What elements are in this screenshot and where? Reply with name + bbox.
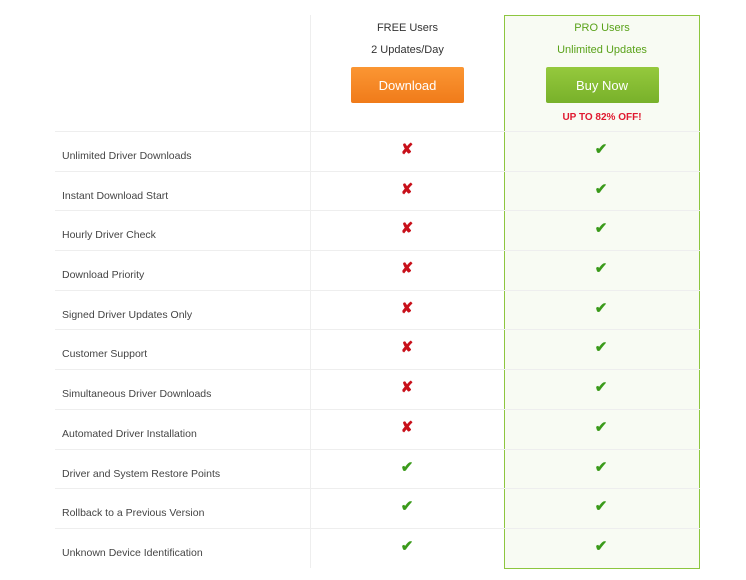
- feature-label: Simultaneous Driver Downloads: [62, 388, 212, 401]
- free-plan-header: FREE Users 2 Updates/Day Download: [311, 15, 504, 131]
- check-icon: ✔: [594, 299, 608, 317]
- feature-row: Driver and System Restore Points ✔ ✔: [55, 448, 700, 489]
- check-icon: ✔: [594, 220, 608, 238]
- check-icon: ✔: [594, 458, 608, 476]
- check-icon: ✔: [594, 537, 608, 555]
- feature-row: Unlimited Driver Downloads ✘ ✔: [55, 131, 700, 171]
- check-icon: ✔: [594, 180, 608, 198]
- feature-row: Instant Download Start ✘ ✔: [55, 170, 700, 211]
- buy-now-button[interactable]: Buy Now: [545, 67, 659, 103]
- feature-row: Automated Driver Installation ✘ ✔: [55, 408, 700, 449]
- pro-plan-subtitle: Unlimited Updates: [557, 44, 647, 56]
- cross-icon: ✘: [400, 220, 414, 238]
- download-button[interactable]: Download: [351, 67, 464, 103]
- feature-row: Unknown Device Identification ✔ ✔: [55, 527, 700, 568]
- feature-label: Rollback to a Previous Version: [62, 507, 205, 520]
- feature-table: Unlimited Driver Downloads ✘ ✔ Instant Down…: [55, 131, 700, 568]
- feature-label: Unknown Device Identification: [62, 546, 203, 559]
- cross-icon: ✘: [400, 299, 414, 317]
- free-plan-title: FREE Users: [376, 22, 439, 34]
- cross-icon: ✘: [400, 180, 414, 198]
- check-icon: ✔: [400, 498, 414, 516]
- feature-label: Unlimited Driver Downloads: [62, 150, 192, 162]
- check-icon: ✔: [400, 458, 414, 476]
- feature-label: Download Priority: [62, 269, 145, 282]
- feature-row: Hourly Driver Check ✘ ✔: [55, 210, 700, 250]
- cross-icon: ✘: [400, 141, 414, 158]
- feature-label: Hourly Driver Check: [62, 229, 156, 242]
- feature-row: Simultaneous Driver Downloads ✘ ✔: [55, 369, 700, 409]
- cross-icon: ✘: [400, 260, 414, 278]
- feature-row: Rollback to a Previous Version ✔ ✔: [55, 488, 700, 528]
- check-icon: ✔: [594, 141, 608, 158]
- feature-label: Signed Driver Updates Only: [62, 308, 193, 321]
- check-icon: ✔: [594, 379, 608, 397]
- check-icon: ✔: [594, 260, 608, 278]
- column-divider: [310, 15, 311, 568]
- check-icon: ✔: [594, 418, 608, 436]
- free-plan-subtitle: 2 Updates/Day: [371, 44, 444, 56]
- feature-label: Automated Driver Installation: [62, 427, 197, 440]
- check-icon: ✔: [400, 537, 414, 555]
- feature-row: Signed Driver Updates Only ✘ ✔: [55, 289, 700, 330]
- pro-column-highlight: [504, 15, 700, 569]
- promo-text: UP TO 82% OFF!: [562, 112, 642, 123]
- feature-row: Download Priority ✘ ✔: [55, 250, 700, 290]
- feature-row: Customer Support ✘ ✔: [55, 329, 700, 369]
- cross-icon: ✘: [400, 339, 414, 357]
- pro-plan-title: PRO Users: [574, 22, 630, 34]
- cross-icon: ✘: [400, 418, 414, 436]
- cross-icon: ✘: [400, 379, 414, 397]
- feature-label: Driver and System Restore Points: [62, 467, 221, 480]
- feature-label: Instant Download Start: [62, 189, 169, 202]
- check-icon: ✔: [594, 498, 608, 516]
- pro-plan-header: PRO Users Unlimited Updates Buy Now UP T…: [505, 15, 699, 131]
- check-icon: ✔: [594, 339, 608, 357]
- feature-label: Customer Support: [62, 348, 148, 361]
